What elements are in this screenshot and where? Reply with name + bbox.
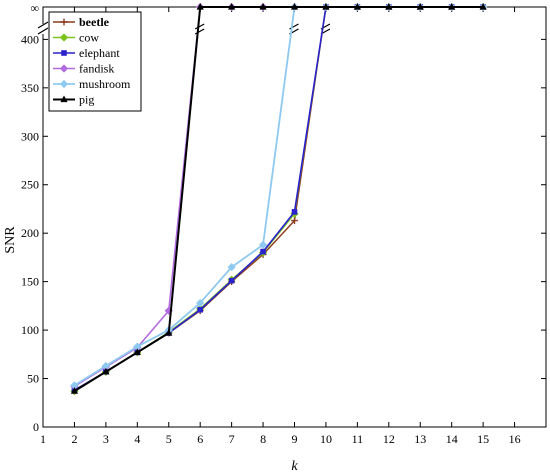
series-pig — [70, 3, 487, 394]
y-axis-title: SNR — [3, 226, 18, 254]
x-tick-label: 15 — [477, 432, 489, 446]
x-axis-title: k — [291, 459, 298, 474]
triangle-marker — [416, 3, 424, 10]
series-layer — [70, 2, 488, 396]
x-tick-label: 6 — [197, 432, 203, 446]
plus-marker — [291, 217, 298, 224]
axis-break-gap — [40, 24, 46, 34]
triangle-marker — [353, 3, 361, 10]
infinity-tick-label: ∞ — [30, 1, 39, 15]
triangle-marker — [196, 3, 204, 10]
legend-label: beetle — [79, 15, 110, 29]
line-break-gap — [194, 26, 207, 34]
line-break-gap — [288, 26, 301, 34]
plus-marker — [60, 18, 68, 26]
x-tick-label: 12 — [383, 432, 395, 446]
square-marker — [260, 248, 266, 255]
legend-label: pig — [79, 93, 94, 107]
y-tick-label: 350 — [21, 81, 39, 95]
diamond-marker — [59, 64, 69, 73]
x-tick-label: 10 — [320, 432, 332, 446]
legend-label: mushroom — [79, 77, 131, 91]
x-tick-label: 2 — [71, 432, 77, 446]
y-tick-label: 200 — [21, 226, 39, 240]
legend-label: elephant — [79, 46, 120, 60]
diamond-marker — [59, 79, 69, 89]
legend-item-mushroom: mushroom — [53, 77, 131, 91]
square-marker — [291, 209, 298, 215]
legend-box — [48, 11, 142, 112]
triangle-marker — [259, 3, 267, 10]
y-tick-label: 250 — [21, 178, 39, 192]
x-tick-label: 13 — [414, 432, 426, 446]
x-tick-label: 16 — [509, 432, 521, 446]
legend-item-cow: cow — [53, 31, 99, 45]
x-tick-label: 14 — [446, 432, 458, 446]
triangle-marker — [479, 3, 487, 10]
y-tick-label: 400 — [21, 32, 39, 46]
x-tick-label: 8 — [260, 432, 266, 446]
legend-label: cow — [79, 31, 99, 45]
square-marker — [228, 277, 235, 284]
axis-break-slash — [37, 27, 49, 35]
square-marker — [61, 50, 67, 56]
x-tick-label: 9 — [292, 432, 298, 446]
y-tick-label: 0 — [33, 420, 39, 434]
triangle-marker — [70, 387, 79, 394]
legend-item-elephant: elephant — [53, 46, 120, 60]
triangle-marker — [133, 348, 141, 355]
x-tick-label: 5 — [166, 432, 172, 446]
triangle-marker — [290, 3, 299, 10]
legend-item-fandisk: fandisk — [53, 62, 114, 76]
y-tick-label: 100 — [21, 323, 39, 337]
x-tick-label: 3 — [103, 432, 109, 446]
line-break-slash — [194, 23, 205, 30]
axis-ticks: 1 2 3 4 5 6 7 8 9 10 11 12 13 14 15 1605010015020025030… — [21, 7, 546, 446]
triangle-marker — [165, 329, 173, 336]
legend-item-beetle: beetle — [53, 15, 110, 29]
x-tick-label: 4 — [134, 432, 140, 446]
x-tick-label: 1 — [40, 432, 46, 446]
axis-break-slash — [37, 21, 49, 29]
triangle-marker — [322, 3, 330, 10]
x-tick-label: 11 — [352, 432, 364, 446]
legend-item-pig: pig — [53, 93, 94, 107]
line-break-gap — [319, 26, 332, 34]
diamond-marker — [196, 298, 205, 308]
y-tick-label: 300 — [21, 129, 39, 143]
triangle-marker — [228, 3, 236, 10]
legend-label: fandisk — [79, 62, 114, 76]
square-marker — [197, 306, 203, 313]
triangle-marker — [102, 367, 110, 375]
y-tick-label: 50 — [27, 372, 39, 386]
x-tick-label: 7 — [229, 432, 235, 446]
triangle-marker — [448, 3, 456, 10]
diamond-marker — [59, 33, 69, 42]
triangle-marker — [385, 3, 393, 10]
triangle-marker — [60, 95, 68, 103]
diamond-marker — [258, 240, 268, 249]
series-line-pig — [73, 6, 484, 392]
diamond-marker — [227, 262, 236, 272]
y-tick-label: 150 — [21, 275, 39, 289]
